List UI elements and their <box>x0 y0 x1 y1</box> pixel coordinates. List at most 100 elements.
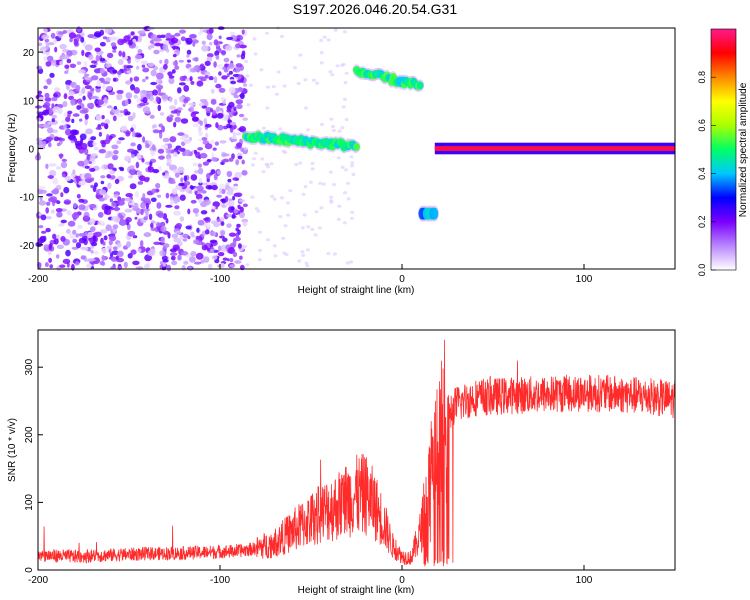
spectrogram-speckle <box>312 78 316 82</box>
spectrogram-speckle <box>328 70 333 74</box>
spectrogram-speckle <box>220 97 225 102</box>
spectrogram-speckle <box>150 222 154 229</box>
spectrogram-speckle <box>93 31 102 38</box>
spectrogram-speckle <box>319 206 324 210</box>
spectrogram-speckle <box>110 175 116 180</box>
spectrogram-speckle <box>336 156 341 160</box>
spectrogram-speckle <box>90 177 95 182</box>
spectrogram-speckle <box>56 142 61 147</box>
spectrogram-speckle <box>75 261 80 266</box>
spectrogram-speckle <box>34 105 43 109</box>
spectrogram-speckle <box>172 54 177 58</box>
spectrogram-speckle <box>174 65 180 70</box>
spectrogram-speckle <box>112 115 117 122</box>
spectrogram-speckle <box>328 170 333 174</box>
spectrogram-speckle <box>214 141 219 146</box>
spectrogram-speckle <box>86 153 91 161</box>
spectrogram-speckle <box>175 223 183 228</box>
spectrogram-speckle <box>237 243 242 249</box>
spectrogram-speckle <box>107 182 112 189</box>
spectrogram-x-tick-label: -100 <box>210 274 230 285</box>
spectrogram-speckle <box>64 64 70 69</box>
spectrogram-speckle <box>147 93 151 100</box>
spectrogram-speckle <box>140 208 144 216</box>
spectrogram-speckle <box>269 162 274 166</box>
spectrogram-speckle <box>224 196 229 203</box>
spectrogram-speckle <box>90 226 96 233</box>
spectrogram-speckle <box>230 80 237 85</box>
spectrogram-speckle <box>96 80 102 87</box>
spectrogram-speckle <box>189 76 193 82</box>
spectrogram-speckle <box>201 105 208 109</box>
spectrogram-speckle <box>229 121 237 126</box>
spectrogram-speckle <box>198 177 203 184</box>
spectrogram-speckle <box>82 95 86 101</box>
spectrogram-speckle <box>318 181 323 185</box>
spectrogram-speckle <box>101 141 106 148</box>
spectrogram-speckle <box>167 71 173 77</box>
spectrogram-speckle <box>232 131 237 137</box>
spectrogram-speckle <box>132 260 140 266</box>
spectrogram-speckle <box>46 193 53 197</box>
spectrogram-speckle <box>332 183 337 187</box>
spectrogram-speckle <box>216 194 223 198</box>
spectrogram-speckle <box>45 43 49 50</box>
spectrogram-speckle <box>351 172 356 177</box>
spectrogram-speckle <box>126 241 131 248</box>
spectrogram-speckle <box>273 254 278 258</box>
spectrogram-speckle <box>216 124 224 131</box>
spectrogram-speckle <box>283 150 288 155</box>
spectrogram-speckle <box>234 171 242 179</box>
spectrogram-speckle <box>349 155 354 159</box>
spectrogram-speckle <box>71 118 75 124</box>
spectrogram-speckle <box>344 168 348 172</box>
spectrogram-speckle <box>87 140 95 148</box>
spectrogram-speckle <box>152 124 158 128</box>
spectrogram-speckle <box>88 160 92 164</box>
spectrogram-speckle <box>342 221 347 225</box>
spectrogram-speckle <box>213 76 218 84</box>
spectrogram-speckle <box>159 132 163 139</box>
spectrogram-speckle <box>46 127 54 134</box>
spectrogram-speckle <box>271 85 276 89</box>
spectrogram-speckle <box>106 133 110 141</box>
spectrogram-speckle <box>337 204 342 208</box>
spectrogram-speckle <box>175 145 182 149</box>
spectrogram-speckle <box>253 151 258 155</box>
spectrogram-speckle <box>208 27 214 34</box>
spectrogram-speckle <box>84 148 89 156</box>
spectrogram-speckle <box>117 38 125 46</box>
spectrogram-speckle <box>226 223 232 229</box>
spectrogram-speckle <box>227 178 232 183</box>
spectrogram-speckle <box>104 155 110 159</box>
spectrogram-speckle <box>84 44 93 51</box>
spectrogram-speckle <box>161 125 166 133</box>
spectrogram-speckle <box>56 211 63 218</box>
spectrogram-speckle <box>125 208 130 213</box>
spectrogram-y-tick-label: 0 <box>28 145 34 156</box>
snr-x-tick-label: 100 <box>576 575 593 586</box>
spectrogram-speckle <box>157 104 162 112</box>
spectrogram-speckle <box>220 262 225 268</box>
spectrogram-speckle <box>150 69 157 77</box>
spectrogram-speckle <box>226 170 233 178</box>
spectrogram-speckle <box>84 113 89 120</box>
colorbar-tick-label: 0.4 <box>697 167 707 180</box>
spectrogram-speckle <box>129 165 135 170</box>
spectrogram-speckle <box>197 163 202 168</box>
spectrogram-speckle <box>298 161 303 165</box>
spectrogram-speckle <box>162 243 170 249</box>
spectrogram-speckle <box>252 37 257 41</box>
spectrogram-speckle <box>211 220 217 225</box>
spectrogram-speckle <box>44 92 50 99</box>
spectrogram-speckle <box>335 64 340 68</box>
spectrogram-speckle <box>142 193 146 200</box>
spectrogram-speckle <box>165 204 173 208</box>
spectrogram-speckle <box>105 63 111 68</box>
spectrogram-speckle <box>169 164 177 171</box>
spectrogram-speckle <box>165 149 172 154</box>
spectrogram-speckle <box>159 250 166 257</box>
spectrogram-speckle <box>126 70 132 74</box>
spectrogram-speckle <box>192 123 200 128</box>
